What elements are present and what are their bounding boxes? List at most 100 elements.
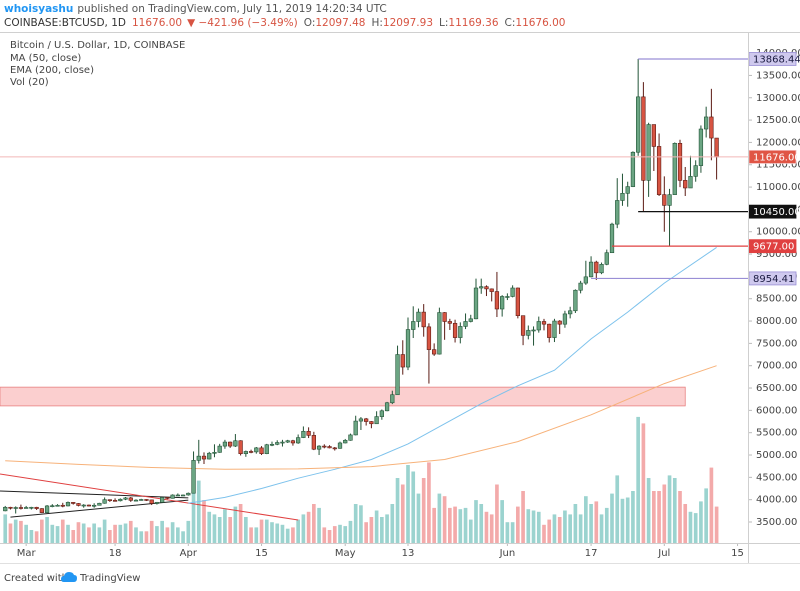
y-tick-label: 7000.00: [756, 361, 797, 372]
candle-body: [510, 287, 515, 297]
candle-body: [154, 502, 160, 504]
x-tick-label: Jul: [657, 548, 670, 559]
volume-bar: [531, 510, 536, 543]
volume-bar: [474, 500, 478, 543]
volume-bar: [385, 514, 389, 543]
volume-bar: [8, 523, 13, 543]
candle-body: [494, 291, 500, 310]
candle-body: [139, 499, 144, 501]
x-tick-label: 13: [402, 548, 415, 559]
quote-value: 12097.48: [315, 17, 365, 29]
candle-body: [395, 354, 400, 396]
candle-body: [144, 499, 149, 501]
candle-body: [60, 504, 65, 507]
volume-bar: [594, 501, 599, 543]
candle-body: [698, 128, 704, 166]
trend-line: [0, 490, 189, 499]
price-flag-label: 10450.00: [753, 207, 800, 218]
volume-bar: [484, 511, 489, 543]
candle-body: [322, 445, 327, 448]
candle-body: [677, 143, 683, 181]
candle-body: [374, 416, 379, 425]
volume-bar: [181, 531, 185, 543]
volume-bar: [113, 524, 117, 543]
candle-body: [536, 321, 541, 331]
volume-bar: [604, 507, 609, 543]
y-tick-label: 12000.00: [756, 137, 800, 148]
volume-bar: [76, 522, 81, 543]
volume-bar: [259, 519, 264, 543]
candle-body: [165, 497, 170, 499]
y-tick-label: 8500.00: [756, 294, 797, 305]
candle-body: [71, 502, 76, 504]
volume-bar: [369, 517, 374, 543]
volume-bar: [458, 509, 463, 543]
y-tick-label: 4000.00: [756, 495, 797, 506]
footer-brand[interactable]: TradingView: [79, 573, 140, 584]
candle-body: [102, 499, 107, 504]
candle-body: [254, 447, 259, 453]
volume-bar: [374, 510, 379, 543]
volume-bar: [55, 526, 60, 543]
volume-bar: [332, 526, 337, 543]
candle-body: [390, 394, 395, 404]
indicator-line: [5, 365, 717, 470]
volume-bar: [144, 531, 149, 543]
volume-bar: [359, 505, 363, 543]
candle-body: [81, 504, 86, 507]
candle-body: [332, 447, 337, 450]
volume-bar: [479, 504, 484, 543]
volume-bar: [709, 467, 714, 543]
candle-body: [641, 96, 646, 181]
volume-bar: [81, 523, 86, 543]
volume-bar: [521, 491, 525, 543]
candle-body: [97, 502, 102, 506]
y-tick-label: 13000.00: [756, 93, 800, 104]
volume-bar: [196, 480, 201, 543]
candle-body: [505, 296, 510, 298]
candle-body: [489, 288, 494, 292]
last-price: 11676.00: [132, 17, 182, 29]
candle-body: [526, 330, 531, 336]
volume-bar: [338, 524, 342, 543]
volume-bar: [552, 514, 557, 543]
volume-bar: [683, 504, 688, 543]
candle-body: [709, 116, 714, 139]
candle-body: [39, 508, 44, 513]
volume-bar: [322, 527, 327, 543]
candle-body: [437, 312, 442, 355]
volume-bar: [667, 475, 672, 543]
quote-value: 11676.00: [515, 17, 565, 29]
volume-bar: [526, 509, 531, 543]
volume-bar: [364, 522, 368, 543]
volume-bar: [615, 475, 620, 543]
volume-bar: [411, 471, 416, 543]
quote-label: O:: [304, 17, 316, 29]
user[interactable]: whoisyashu: [4, 3, 73, 15]
candle-body: [442, 312, 447, 322]
volume-bar: [688, 511, 693, 543]
volume-bar: [421, 478, 426, 543]
x-tick-label: Jun: [499, 548, 516, 559]
legend-vol: Vol (20): [10, 77, 49, 88]
quote-line: COINBASE:BTCUSD, 1D 11676.00 ▼ −421.96 (−3…: [4, 17, 566, 29]
price-flag-label: 11676.00: [753, 152, 800, 163]
volume-bar: [489, 514, 494, 543]
volume-bar: [97, 527, 102, 543]
volume-bar: [40, 519, 44, 543]
candle-body: [594, 261, 599, 274]
candle-body: [452, 322, 458, 338]
candle-body: [348, 434, 353, 441]
quote-label: L:: [439, 17, 448, 29]
candle-body: [55, 504, 60, 507]
candle-body: [128, 497, 133, 501]
candle-body: [547, 323, 552, 338]
volume-bar: [416, 493, 421, 543]
candle-body: [133, 499, 139, 502]
volume-bar: [573, 504, 578, 543]
volume-bar: [693, 513, 698, 543]
published: published on TradingView.com, July 11, 2…: [77, 3, 386, 15]
y-tick-label: 7500.00: [756, 338, 797, 349]
price-flag-label: 9677.00: [753, 242, 794, 253]
volume-bar: [317, 507, 321, 543]
